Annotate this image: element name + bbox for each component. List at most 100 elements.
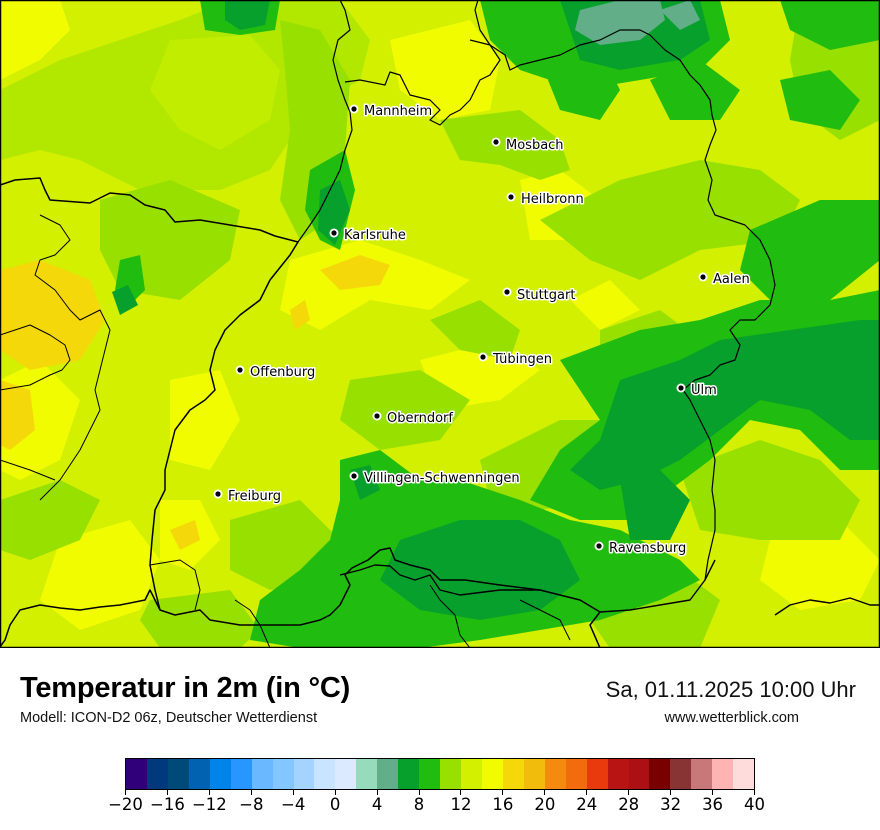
- city-marker-dot-icon: [678, 385, 684, 391]
- city-label: Villingen-Schwenningen: [364, 471, 520, 486]
- forecast-datetime: Sa, 01.11.2025 10:00 Uhr: [605, 677, 856, 702]
- colorbar-tick: [418, 790, 420, 795]
- city-label: Offenburg: [250, 365, 315, 380]
- city-ravensburg: Ravensburg: [594, 540, 688, 558]
- city-label: Aalen: [713, 272, 750, 287]
- colorbar-segment: [209, 759, 231, 789]
- city-marker-dot-icon: [215, 491, 221, 497]
- colorbar-segment: [146, 759, 168, 789]
- colorbar-tick-label: 40: [744, 795, 765, 814]
- colorbar-tick: [586, 790, 588, 795]
- city-mannheim: Mannheim: [349, 103, 434, 121]
- city-oberndorf: Oberndorf: [372, 410, 455, 428]
- source-link[interactable]: www.wetterblick.com: [664, 710, 799, 726]
- colorbar-tick-label: 4: [371, 795, 383, 814]
- colorbar-tick-label: 12: [450, 795, 472, 814]
- colorbar-tick: [292, 790, 294, 795]
- colorbar-tick-label: −16: [150, 795, 185, 814]
- city-markers: Mannheim Mosbach Heilbronn Karlsruhe Aalen St…: [213, 103, 751, 558]
- colorbar-tick: [166, 790, 168, 795]
- colorbar-segment: [628, 759, 650, 789]
- colorbar-tick: [502, 790, 504, 795]
- colorbar-tick-label: 24: [576, 795, 598, 814]
- colorbar-segment: [230, 759, 252, 789]
- city-label: Mosbach: [506, 138, 564, 153]
- colorbar-segment: [670, 759, 692, 789]
- city-marker-dot-icon: [351, 106, 357, 112]
- city-karlsruhe: Karlsruhe: [329, 227, 407, 245]
- colorbar-segment: [586, 759, 608, 789]
- colorbar-segment: [335, 759, 357, 789]
- colorbar-ticks: −20 −16 −12 −8 −4 0 4 8 12 16 20 24 28 32 36 40: [108, 790, 765, 830]
- colorbar-tick: [460, 790, 462, 795]
- colorbar-tick: [250, 790, 252, 795]
- colorbar-tick-label: −12: [191, 795, 227, 814]
- colorbar-segment: [419, 759, 441, 789]
- colorbar-segment: [126, 759, 147, 789]
- city-marker-dot-icon: [374, 413, 380, 419]
- city-aalen: Aalen: [698, 271, 751, 289]
- colorbar-tick-label: 20: [534, 795, 556, 814]
- city-label: Stuttgart: [517, 288, 575, 303]
- temp-band-4-6: [575, 0, 700, 45]
- colorbar-tick: [754, 790, 755, 795]
- colorbar: [125, 758, 755, 790]
- colorbar-tick: [376, 790, 378, 795]
- city-label: Tübingen: [492, 352, 552, 367]
- city-marker-dot-icon: [508, 194, 514, 200]
- colorbar-segment: [565, 759, 587, 789]
- colorbar-tick-label: −8: [239, 795, 264, 814]
- temperature-map: Mannheim Mosbach Heilbronn Karlsruhe Aalen St…: [0, 0, 880, 648]
- city-freiburg: Freiburg: [213, 488, 283, 506]
- colorbar-tick-label: 8: [413, 795, 425, 814]
- colorbar-segment: [398, 759, 420, 789]
- city-label: Ulm: [691, 383, 717, 398]
- colorbar-segment: [649, 759, 671, 789]
- colorbar-segment: [461, 759, 482, 789]
- colorbar-tick: [208, 790, 210, 795]
- colorbar-tick: [544, 790, 546, 795]
- colorbar-tick-label: 32: [660, 795, 682, 814]
- map-canvas: Mannheim Mosbach Heilbronn Karlsruhe Aalen St…: [0, 0, 880, 648]
- colorbar-segment: [440, 759, 461, 789]
- colorbar-segment: [314, 759, 336, 789]
- map-title: Temperatur in 2m (in °C): [20, 672, 351, 704]
- city-marker-dot-icon: [331, 230, 337, 236]
- colorbar-segment: [481, 759, 503, 789]
- city-ulm: Ulm: [676, 382, 718, 400]
- colorbar-tick: [628, 790, 630, 795]
- city-t-bingen: Tübingen: [478, 351, 554, 369]
- city-marker-dot-icon: [351, 473, 357, 479]
- colorbar-segment: [502, 759, 524, 789]
- city-heilbronn: Heilbronn: [506, 191, 585, 209]
- colorbar-segment: [272, 759, 294, 789]
- colorbar-segment: [293, 759, 315, 789]
- city-marker-dot-icon: [493, 139, 499, 145]
- colorbar-tick: [125, 790, 126, 795]
- city-mosbach: Mosbach: [491, 137, 565, 155]
- city-label: Oberndorf: [387, 411, 453, 426]
- colorbar-tick: [712, 790, 714, 795]
- colorbar-tick-label: 16: [492, 795, 514, 814]
- colorbar-tick-label: 0: [329, 795, 341, 814]
- colorbar-segment: [691, 759, 713, 789]
- colorbar-segment: [377, 759, 399, 789]
- city-villingen-schwenningen: Villingen-Schwenningen: [349, 470, 521, 488]
- city-label: Karlsruhe: [344, 228, 406, 243]
- city-stuttgart: Stuttgart: [502, 287, 577, 305]
- colorbar-tick: [334, 790, 336, 795]
- city-marker-dot-icon: [237, 367, 243, 373]
- city-marker-dot-icon: [480, 354, 486, 360]
- colorbar-segment: [544, 759, 566, 789]
- city-marker-dot-icon: [596, 543, 602, 549]
- temp-band-16-18: [0, 255, 390, 550]
- colorbar-segment: [607, 759, 629, 789]
- colorbar-tick-label: 28: [618, 795, 640, 814]
- colorbar-tick-label: −4: [281, 795, 306, 814]
- colorbar-tick: [670, 790, 672, 795]
- colorbar-segment: [251, 759, 273, 789]
- city-offenburg: Offenburg: [235, 364, 317, 382]
- colorbar-segment: [712, 759, 734, 789]
- city-label: Ravensburg: [609, 541, 686, 556]
- colorbar-segment: [188, 759, 210, 789]
